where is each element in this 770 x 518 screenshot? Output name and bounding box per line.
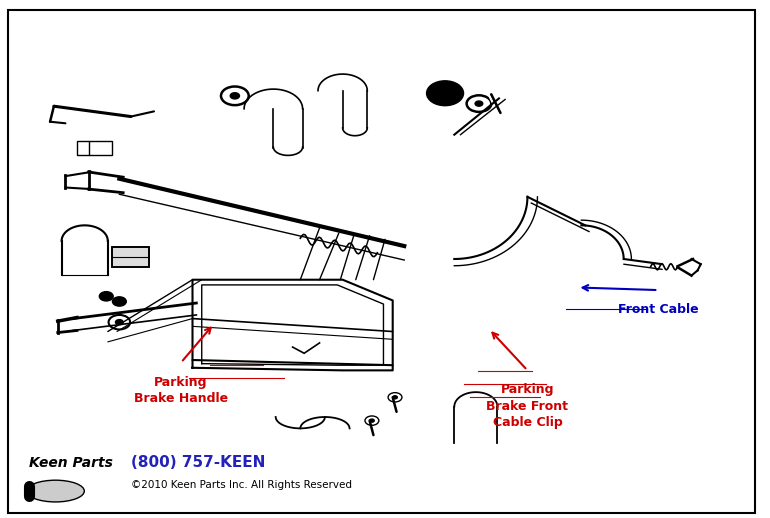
Circle shape [230, 93, 239, 99]
Bar [112, 247, 149, 267]
Circle shape [393, 396, 397, 399]
Text: Brake Handle: Brake Handle [134, 392, 228, 405]
Circle shape [112, 297, 126, 306]
Bar [112, 247, 149, 267]
Text: Brake Front: Brake Front [487, 400, 568, 413]
Text: Parking: Parking [154, 376, 208, 388]
Text: (800) 757-KEEN: (800) 757-KEEN [131, 455, 266, 470]
Circle shape [427, 81, 464, 106]
Ellipse shape [26, 480, 85, 502]
Circle shape [116, 320, 123, 325]
Text: ©2010 Keen Parts Inc. All Rights Reserved: ©2010 Keen Parts Inc. All Rights Reserve… [131, 480, 352, 490]
Circle shape [370, 419, 374, 422]
Text: Cable Clip: Cable Clip [493, 416, 562, 429]
Circle shape [99, 292, 113, 301]
Text: Front Cable: Front Cable [618, 303, 698, 316]
Text: Keen Parts: Keen Parts [29, 456, 113, 470]
Circle shape [475, 101, 483, 106]
Text: Parking: Parking [500, 383, 554, 396]
Bar [77, 141, 112, 155]
